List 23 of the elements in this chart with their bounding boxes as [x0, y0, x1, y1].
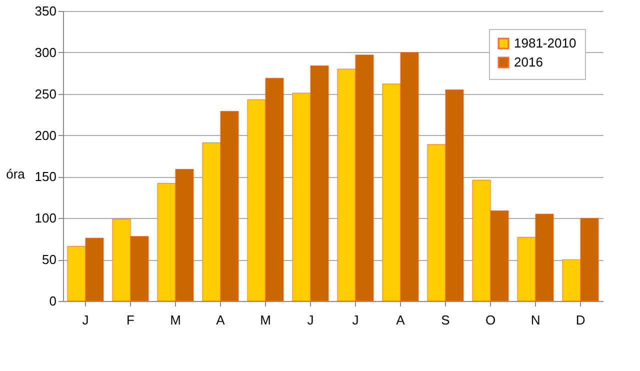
x-tick-label: J: [352, 312, 359, 328]
x-tick-label: J: [82, 312, 89, 328]
y-tick-label: 0: [49, 294, 56, 308]
x-tick-label: M: [170, 312, 181, 328]
x-tick-label: A: [396, 312, 406, 328]
x-tick-label: J: [307, 312, 314, 328]
legend-label: 1981-2010: [514, 36, 576, 50]
y-tick-label: 50: [42, 252, 56, 268]
x-tick-label: A: [216, 312, 226, 328]
y-tick-label: 350: [34, 4, 56, 18]
y-tick-label: 200: [34, 128, 56, 143]
x-tick-label: O: [485, 312, 496, 328]
y-tick-label: 300: [34, 44, 56, 60]
y-tick-label: 150: [34, 169, 56, 184]
x-tick-label: M: [260, 312, 271, 328]
y-tick-label: 100: [34, 210, 56, 226]
x-tick-label: F: [126, 312, 135, 328]
y-tick-label: 250: [34, 86, 56, 102]
x-tick-label: N: [530, 312, 540, 328]
x-tick-label: S: [441, 312, 450, 328]
x-tick-label: D: [576, 312, 586, 328]
legend-label: 2016: [514, 54, 543, 70]
y-axis-title: óra: [6, 166, 26, 182]
